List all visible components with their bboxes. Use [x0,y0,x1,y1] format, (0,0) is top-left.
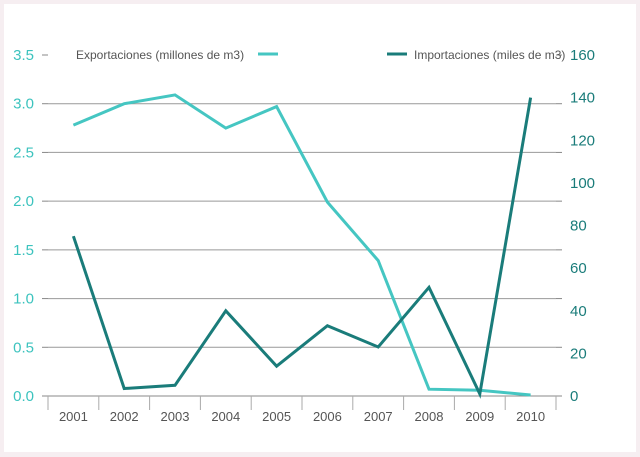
x-tick-label: 2009 [465,409,494,424]
right-tick-label: 40 [570,303,587,320]
left-tick-label: 0.0 [13,388,34,405]
gridlines [48,104,556,348]
x-tick-label: 2002 [110,409,139,424]
line-chart: 0.0 0.5 1.0 1.5 2.0 2.5 3.0 3.5 0 20 40 60 80 100 120… [4,4,636,452]
legend: Exportaciones (millones de m3) Importacio… [76,48,565,62]
x-tick-label: 2005 [262,409,291,424]
legend-label-exportaciones: Exportaciones (millones de m3) [76,48,244,62]
left-tick-label: 0.5 [13,339,34,356]
right-tick-label: 140 [570,90,595,107]
importaciones-line [73,98,530,394]
legend-label-importaciones: Importaciones (miles de m3) [414,48,565,62]
right-tick-label: 100 [570,175,595,192]
right-tick-label: 0 [570,388,578,405]
right-tick-label: 160 [570,47,595,64]
x-tick-label: 2007 [364,409,393,424]
x-tick-label: 2001 [59,409,88,424]
left-tick-label: 1.5 [13,242,34,259]
exportaciones-line [73,95,530,395]
right-tick-label: 80 [570,218,587,235]
x-tick-label: 2008 [415,409,444,424]
left-tick-label: 2.0 [13,193,34,210]
left-tick-label: 1.0 [13,291,34,308]
right-tick-label: 20 [570,345,587,362]
x-tick-label: 2003 [161,409,190,424]
x-tick-label: 2010 [516,409,545,424]
chart-container: 0.0 0.5 1.0 1.5 2.0 2.5 3.0 3.5 0 20 40 60 80 100 120… [4,4,636,452]
left-axis: 0.0 0.5 1.0 1.5 2.0 2.5 3.0 3.5 [13,47,48,405]
x-tick-label: 2004 [211,409,240,424]
x-axis: 2001 2002 2003 2004 2005 2006 2007 2008 2009 2010 [48,396,556,424]
right-tick-label: 60 [570,260,587,277]
x-tick-label: 2006 [313,409,342,424]
right-tick-label: 120 [570,132,595,149]
left-tick-label: 2.5 [13,144,34,161]
left-tick-label: 3.0 [13,96,34,113]
left-tick-label: 3.5 [13,47,34,64]
series-lines [73,95,530,395]
right-axis: 0 20 40 60 80 100 120 140 160 [556,47,595,405]
